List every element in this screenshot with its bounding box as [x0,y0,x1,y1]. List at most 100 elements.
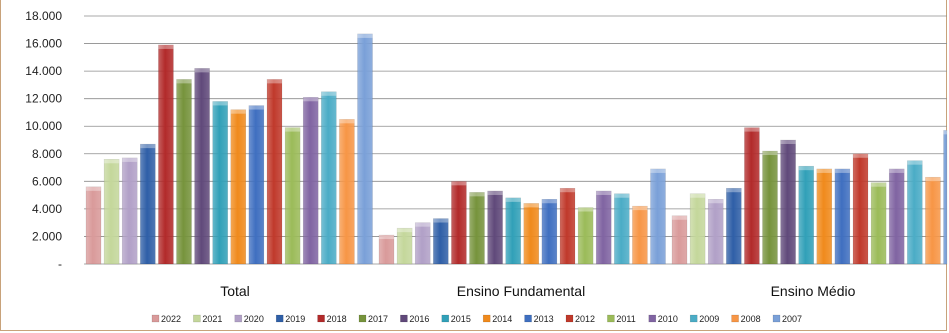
bar-highlight [907,160,923,165]
bar-2010-1 [595,190,612,265]
bar-2009-1 [614,193,630,265]
bar-highlight [451,181,467,186]
bar-2017-1 [469,192,485,265]
bar-highlight [86,186,101,191]
bar-highlight [834,168,850,173]
bar-highlight [158,44,174,49]
bar-2021-0 [103,159,120,265]
legend-label: 2007 [782,314,802,324]
y-tick-label: 2.000 [32,229,62,243]
bar-highlight [925,177,941,182]
legend-label: 2017 [368,314,388,324]
legend-swatch [275,314,284,323]
bar-2016-2 [780,139,796,265]
category-label: Ensino Fundamental [457,283,585,299]
bar-highlight [122,157,138,162]
legend-label: 2020 [244,314,264,324]
y-tick-label: 14.000 [25,64,62,78]
bar-2017-0 [176,79,192,265]
bar-2011-2 [870,182,887,265]
legend-swatch [193,314,201,323]
bar-2021-1 [396,227,413,265]
bar-highlight [248,105,264,110]
category-label: Total [220,283,250,299]
bar-2009-0 [321,91,337,265]
bar-highlight [853,153,868,158]
bar-2022-2 [671,215,688,265]
legend-swatch [731,314,739,323]
legend-swatch [482,314,491,323]
legend-label: 2011 [616,314,635,324]
bar-2009-2 [907,160,923,265]
bar-highlight [690,193,706,198]
legend-label: 2015 [451,314,471,324]
legend-label: 2021 [202,314,222,324]
bar-highlight [650,168,666,173]
legend-label: 2010 [658,314,678,324]
legend-swatch [441,314,450,323]
bar-highlight [523,203,539,208]
category-label: Ensino Médio [771,283,856,299]
legend-swatch [607,314,615,323]
bar-2007-0 [357,33,373,265]
bar-highlight [285,127,301,132]
legend-swatch [358,314,367,323]
bar-highlight [560,188,575,193]
bar-2018-1 [451,181,467,265]
bar-2018-2 [744,127,760,265]
bar-highlight [726,188,742,193]
bar-2014-1 [523,203,540,265]
bar-highlight [176,79,192,84]
bar-2013-2 [834,168,851,265]
legend-label: 2014 [492,314,512,324]
bar-2019-1 [433,218,449,265]
bar-highlight [780,140,796,144]
bar-2008-0 [339,119,355,265]
y-tick-label: 10.000 [25,119,62,133]
bar-2008-2 [925,176,941,265]
bar-highlight [194,68,210,73]
bar-highlight [140,144,156,149]
bar-highlight [267,79,282,84]
bar-2022-0 [85,186,102,265]
bar-2012-1 [559,187,576,265]
bar-highlight [212,101,228,106]
gridlines [84,15,947,265]
bar-2018-0 [158,44,174,265]
legend-label: 2016 [409,314,429,324]
legend: 2022 2021 2020 2019 2018 2017 2016 2015 2014 2013… [151,314,802,324]
bar-2015-0 [212,101,228,265]
bar-highlight [871,182,887,187]
bar-2016-1 [487,190,503,265]
bar-highlight [303,97,319,102]
legend-swatch [234,314,243,323]
legend-swatch [317,314,325,323]
bar-2014-0 [230,109,247,265]
legend-swatch [524,314,532,323]
bar-2020-2 [707,198,724,265]
y-tick-label: 6.000 [32,174,62,188]
bar-2007-1 [650,168,666,265]
legend-label: 2009 [699,314,719,324]
bar-highlight [744,127,760,132]
bar-highlight [357,33,373,38]
legend-swatch [400,314,408,323]
legend-label: 2019 [285,314,305,324]
bar-2011-1 [577,207,594,265]
legend-swatch [565,314,574,323]
bar-2014-2 [816,168,833,265]
bar-highlight [816,168,832,173]
bar-highlight [889,168,905,173]
bar-highlight [541,199,557,204]
legend-swatch [151,314,160,323]
legend-swatch [648,314,657,323]
bar-highlight [469,192,485,197]
legend-swatch [772,314,781,323]
bar-2011-0 [284,127,301,265]
bar-highlight [505,197,521,202]
y-tick-label: 8.000 [32,147,62,161]
bar-2013-1 [541,198,558,265]
legend-label: 2008 [741,314,761,324]
bar-highlight [943,130,947,135]
